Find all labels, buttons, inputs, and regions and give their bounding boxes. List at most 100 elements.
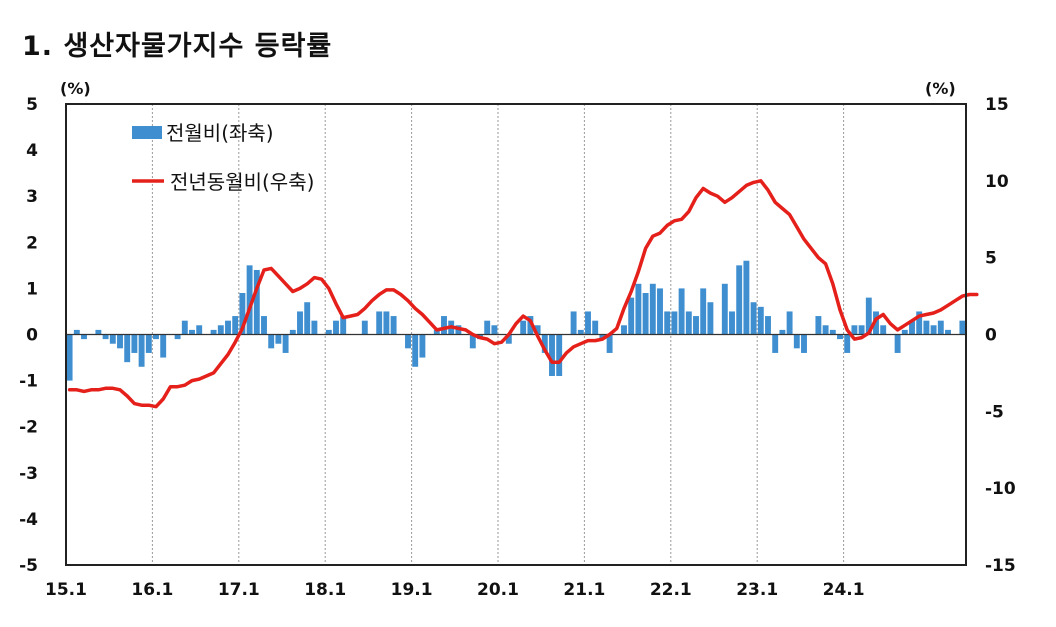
- bar: [858, 325, 865, 335]
- bar: [491, 325, 498, 335]
- bar: [109, 334, 116, 344]
- bar: [124, 334, 131, 363]
- bar: [793, 334, 800, 349]
- x-axis-ticks: 15.1 16.1 17.1 18.1 19.1 20.1 21.1 22.1 23.1 24.1: [45, 580, 865, 600]
- bar: [628, 297, 635, 335]
- right-tick-label: -5: [985, 402, 1004, 422]
- right-tick-label: 0: [985, 326, 997, 346]
- right-tick-label: 10: [985, 172, 1009, 192]
- left-axis-ticks: 5 4 3 2 1 0 -1 -2 -3 -4 -5: [19, 95, 38, 576]
- x-tick-label: 18.1: [304, 580, 346, 600]
- bar: [441, 316, 447, 335]
- right-tick-label: -10: [985, 479, 1016, 499]
- bar: [930, 325, 937, 335]
- bar: [534, 325, 541, 335]
- bar: [959, 320, 966, 335]
- bar: [901, 329, 908, 335]
- left-axis-unit: (%): [60, 79, 91, 98]
- bar: [153, 334, 159, 340]
- bar: [837, 334, 843, 340]
- bar: [570, 311, 577, 335]
- bar: [844, 334, 851, 353]
- bar: [937, 320, 944, 335]
- bar: [405, 334, 411, 349]
- x-tick-label: 22.1: [650, 580, 692, 600]
- legend-bar-label: 전월비(좌축): [166, 121, 274, 145]
- bar: [606, 334, 613, 353]
- bar: [311, 320, 318, 335]
- bar: [333, 320, 339, 335]
- bar: [95, 329, 102, 335]
- bar: [217, 325, 224, 335]
- bar: [585, 311, 591, 335]
- x-tick-label: 21.1: [563, 580, 605, 600]
- left-tick-label: -4: [19, 510, 38, 530]
- right-tick-label: 5: [985, 249, 997, 269]
- bar: [945, 329, 951, 335]
- bar: [786, 311, 793, 335]
- bar: [894, 334, 901, 353]
- left-tick-label: 4: [26, 141, 38, 161]
- bar: [729, 311, 735, 335]
- bar: [757, 306, 764, 335]
- page-title: 1. 생산자물가지수 등락률: [22, 31, 333, 62]
- bar: [549, 334, 555, 376]
- left-tick-label: 5: [26, 95, 38, 115]
- bar: [693, 316, 699, 335]
- bar: [707, 302, 714, 335]
- bar: [865, 297, 872, 335]
- bar: [671, 311, 678, 335]
- bar: [765, 316, 771, 335]
- bar: [102, 334, 109, 340]
- bar: [361, 320, 368, 335]
- bar: [376, 311, 383, 335]
- bar: [880, 325, 887, 335]
- plot-border: [65, 103, 967, 566]
- bar: [750, 302, 757, 335]
- x-tick-label: 17.1: [218, 580, 260, 600]
- left-tick-label: 0: [26, 326, 38, 346]
- bar: [736, 265, 743, 335]
- right-axis-unit: (%): [925, 79, 956, 98]
- bar: [246, 265, 253, 335]
- bar: [592, 320, 599, 335]
- left-tick-label: -3: [19, 464, 38, 484]
- legend-bar-swatch: [132, 126, 162, 139]
- bar: [484, 320, 491, 335]
- bar: [268, 334, 275, 349]
- bar: [383, 311, 390, 335]
- bar: [81, 334, 87, 340]
- x-tick-label: 20.1: [477, 580, 519, 600]
- bar: [527, 316, 534, 335]
- bar: [664, 311, 671, 335]
- bar: [721, 283, 728, 335]
- right-axis-ticks: 15 10 5 0 -5 -10 -15: [985, 95, 1016, 576]
- left-tick-label: 2: [26, 233, 38, 253]
- bar: [390, 316, 397, 335]
- bar: [297, 311, 303, 335]
- bar: [225, 320, 231, 335]
- bar: [181, 320, 188, 335]
- bar: [520, 320, 527, 335]
- left-tick-label: 1: [26, 279, 38, 299]
- right-tick-label: -15: [985, 556, 1016, 576]
- bar: [779, 329, 786, 335]
- bar: [923, 320, 930, 335]
- bar: [131, 334, 138, 353]
- bar: [505, 334, 512, 344]
- right-tick-label: 15: [985, 95, 1009, 115]
- bar: [174, 334, 181, 340]
- bar: [325, 329, 332, 335]
- left-tick-label: 3: [26, 187, 38, 207]
- bar: [340, 316, 347, 335]
- series-line: [67, 179, 979, 409]
- bar: [851, 325, 858, 335]
- bar: [635, 283, 642, 335]
- x-tick-label: 23.1: [736, 580, 778, 600]
- bar: [815, 316, 822, 335]
- bar: [239, 293, 246, 335]
- bar: [829, 329, 836, 335]
- bar: [66, 334, 73, 381]
- bar: [196, 325, 203, 335]
- left-tick-label: -2: [19, 418, 38, 438]
